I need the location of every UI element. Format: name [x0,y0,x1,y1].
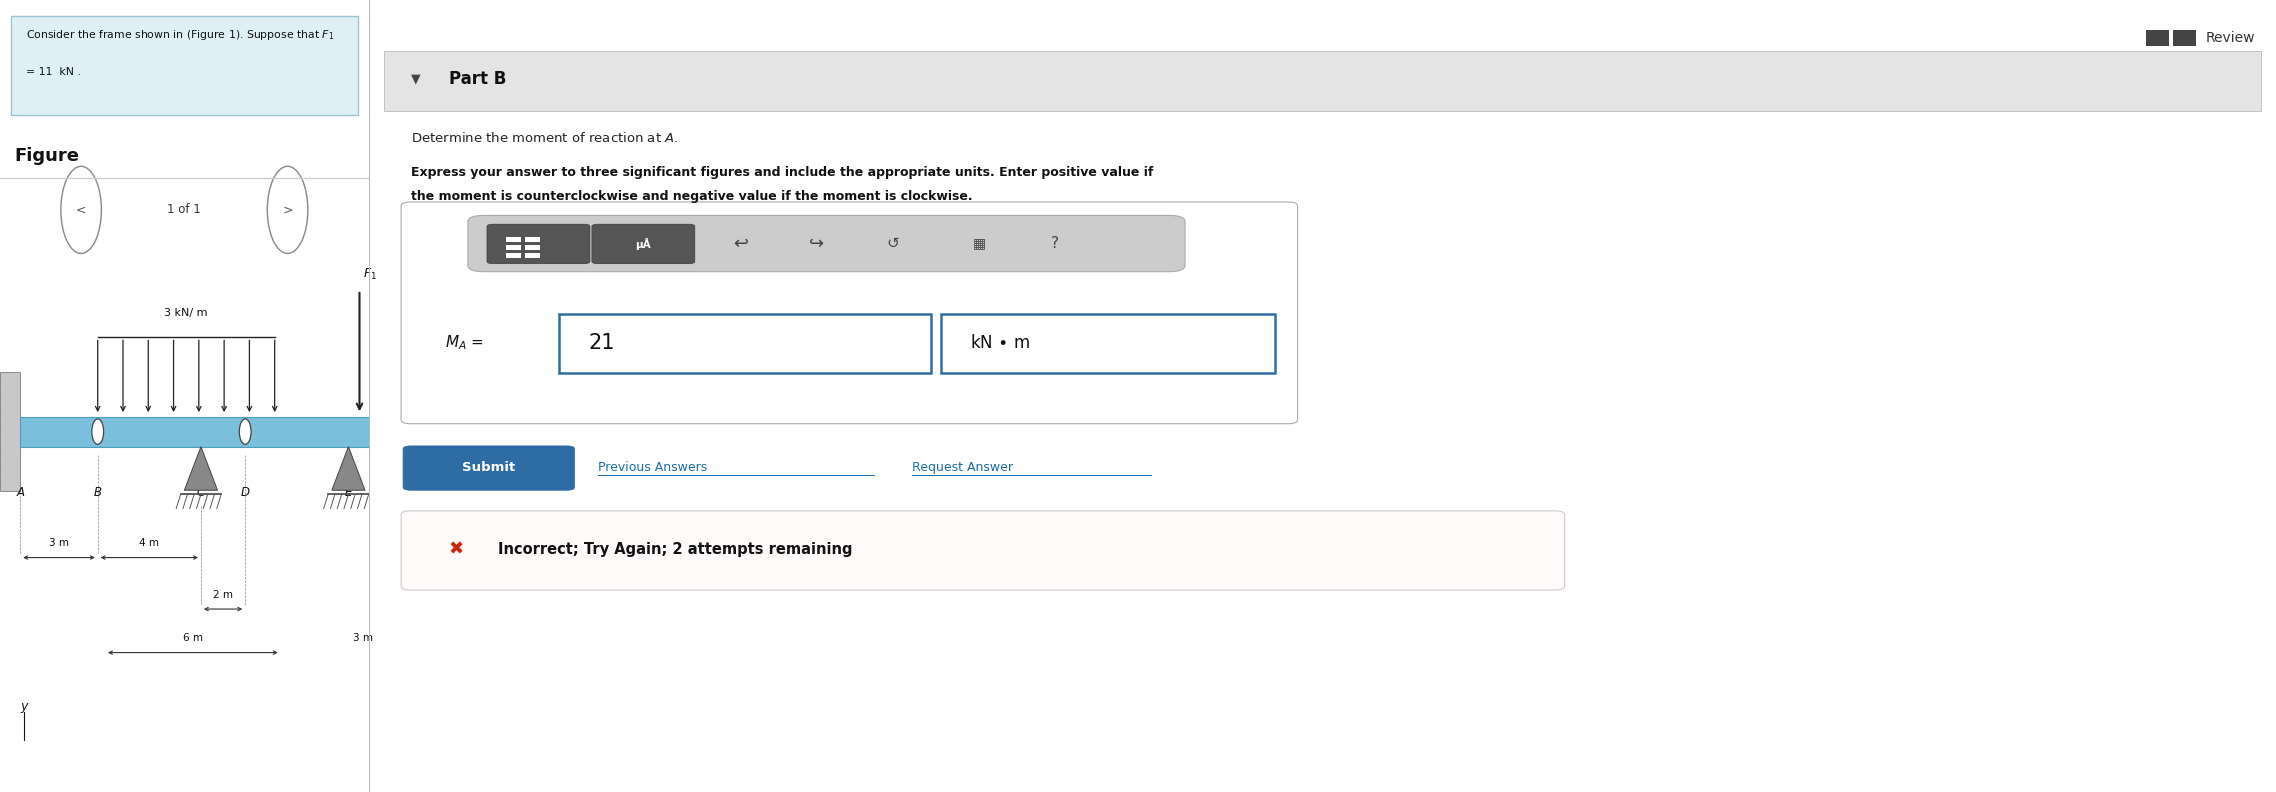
Text: Request Answer: Request Answer [913,461,1013,474]
Text: y: y [20,700,27,713]
Text: >: > [282,204,294,216]
Bar [526,237,539,242]
Bar [2146,30,2169,46]
Text: E: E [344,486,353,499]
FancyBboxPatch shape [385,51,2260,111]
Bar [505,253,521,258]
Text: Part B: Part B [448,70,505,88]
FancyBboxPatch shape [560,314,931,373]
FancyBboxPatch shape [940,314,1275,373]
Text: Review: Review [2205,31,2256,45]
Text: ?: ? [1052,236,1058,251]
Text: ▼: ▼ [410,73,421,86]
Text: Determine the moment of reaction at $\mathit{A}$.: Determine the moment of reaction at $\ma… [410,131,678,145]
Bar [0,372,20,491]
Text: 3 m: 3 m [50,538,68,548]
Bar [2174,30,2196,46]
Text: μÅ: μÅ [635,238,651,250]
FancyBboxPatch shape [487,224,589,264]
Circle shape [91,419,105,444]
FancyBboxPatch shape [401,202,1297,424]
Text: = 11  kN .: = 11 kN . [25,67,80,78]
Text: Previous Answers: Previous Answers [599,461,708,474]
Text: 21: 21 [587,333,615,353]
Text: C: C [196,486,205,499]
Text: Incorrect; Try Again; 2 attempts remaining: Incorrect; Try Again; 2 attempts remaini… [498,543,854,557]
Bar [526,245,539,250]
FancyBboxPatch shape [11,16,357,115]
FancyBboxPatch shape [401,511,1564,590]
Text: B: B [93,486,102,499]
Text: Express your answer to three significant figures and include the appropriate uni: Express your answer to three significant… [410,166,1154,179]
FancyBboxPatch shape [469,215,1186,272]
Text: Consider the frame shown in (Figure 1). Suppose that $F_1$: Consider the frame shown in (Figure 1). … [25,28,335,42]
Text: 3 m: 3 m [353,633,373,643]
FancyBboxPatch shape [592,224,694,264]
Text: D: D [241,486,250,499]
Text: 6 m: 6 m [182,633,203,643]
Circle shape [239,419,250,444]
Text: ↩: ↩ [733,234,749,253]
Bar [505,237,521,242]
Bar [20,417,371,447]
Text: Figure: Figure [14,147,80,165]
Text: Submit: Submit [462,461,514,474]
Polygon shape [332,447,364,490]
Text: ↪: ↪ [810,234,824,253]
Text: $M_A$ =: $M_A$ = [446,333,485,352]
Text: 3 kN/ m: 3 kN/ m [164,307,207,318]
FancyBboxPatch shape [403,446,576,490]
Text: 1 of 1: 1 of 1 [168,204,200,216]
Text: A: A [16,486,25,499]
Text: 2 m: 2 m [214,589,232,600]
Bar [526,253,539,258]
Bar [505,245,521,250]
Text: kN $\bullet$ m: kN $\bullet$ m [970,334,1029,352]
Text: the moment is counterclockwise and negative value if the moment is clockwise.: the moment is counterclockwise and negat… [410,190,972,203]
Text: ▦: ▦ [972,237,986,250]
Text: 4 m: 4 m [139,538,159,548]
Text: <: < [75,204,86,216]
Text: $F_1$: $F_1$ [364,267,378,282]
Polygon shape [184,447,218,490]
Text: ✖: ✖ [448,541,464,558]
Text: ↺: ↺ [888,236,899,251]
